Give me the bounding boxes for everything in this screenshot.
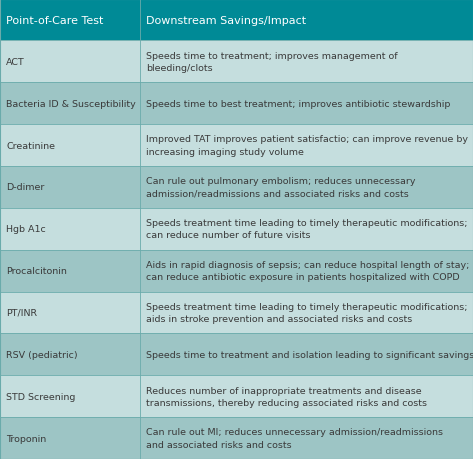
Text: Troponin: Troponin	[6, 434, 46, 442]
Bar	[0, 292, 473, 334]
Text: ACT: ACT	[6, 58, 25, 67]
Text: Can rule out pulmonary embolism; reduces unnecessary
admission/readmissions and : Can rule out pulmonary embolism; reduces…	[146, 177, 415, 198]
Text: STD Screening: STD Screening	[6, 392, 76, 401]
Bar	[0, 41, 473, 83]
Bar	[0, 125, 473, 167]
Text: Speeds time to treatment; improves management of
bleeding/clots: Speeds time to treatment; improves manag…	[146, 52, 397, 73]
Text: Improved TAT improves patient satisfactio; can improve revenue by
increasing ima: Improved TAT improves patient satisfacti…	[146, 135, 468, 156]
Text: D-dimer: D-dimer	[6, 183, 44, 192]
Text: Reduces number of inappropriate treatments and disease
transmissions, thereby re: Reduces number of inappropriate treatmen…	[146, 386, 427, 407]
Text: Aids in rapid diagnosis of sepsis; can reduce hospital length of stay;
can reduc: Aids in rapid diagnosis of sepsis; can r…	[146, 261, 469, 281]
Bar	[0, 0, 473, 41]
Bar	[0, 208, 473, 250]
Text: Speeds time to treatment and isolation leading to significant savings: Speeds time to treatment and isolation l…	[146, 350, 473, 359]
Bar	[0, 250, 473, 292]
Text: Bacteria ID & Susceptibility: Bacteria ID & Susceptibility	[6, 100, 136, 108]
Text: Speeds treatment time leading to timely therapeutic modifications;
can reduce nu: Speeds treatment time leading to timely …	[146, 219, 467, 240]
Bar	[0, 417, 473, 459]
Text: Procalcitonin: Procalcitonin	[6, 267, 67, 275]
Text: Point-of-Care Test: Point-of-Care Test	[6, 16, 104, 26]
Text: PT/INR: PT/INR	[6, 308, 37, 317]
Text: Hgb A1c: Hgb A1c	[6, 225, 46, 234]
Bar	[0, 375, 473, 417]
Text: Downstream Savings/Impact: Downstream Savings/Impact	[146, 16, 306, 26]
Text: Speeds treatment time leading to timely therapeutic modifications;
aids in strok: Speeds treatment time leading to timely …	[146, 302, 467, 323]
Text: Can rule out MI; reduces unnecessary admission/readmissions
and associated risks: Can rule out MI; reduces unnecessary adm…	[146, 428, 443, 448]
Text: Creatinine: Creatinine	[6, 141, 55, 150]
Bar	[0, 83, 473, 125]
Text: RSV (pediatric): RSV (pediatric)	[6, 350, 78, 359]
Bar	[0, 167, 473, 208]
Text: Speeds time to best treatment; improves antibiotic stewardship: Speeds time to best treatment; improves …	[146, 100, 450, 108]
Bar	[0, 334, 473, 375]
